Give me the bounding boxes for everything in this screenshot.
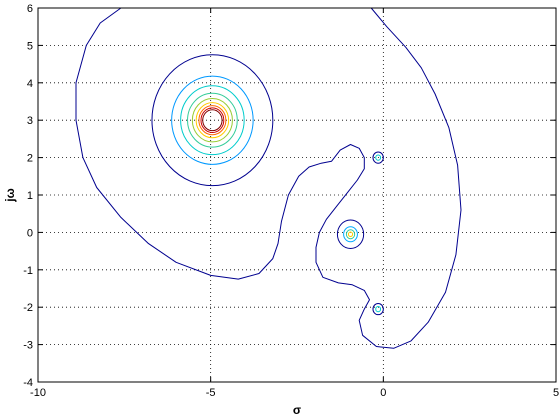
contour-line xyxy=(372,151,384,164)
contour-line xyxy=(187,92,238,148)
contour-line xyxy=(375,154,382,161)
y-tick-label: 3 xyxy=(27,115,33,127)
grid-lines xyxy=(37,7,557,383)
y-tick-label: -3 xyxy=(23,340,33,352)
y-tick-label: -2 xyxy=(23,302,33,314)
y-tick-label: -1 xyxy=(23,265,33,277)
x-tick-label: 5 xyxy=(553,387,559,399)
x-tick-label: -5 xyxy=(206,387,216,399)
contour-line xyxy=(345,229,356,240)
contour-line xyxy=(202,109,223,132)
contour-line xyxy=(372,302,384,316)
contour-line xyxy=(75,7,462,349)
y-axis-label: jω xyxy=(3,188,17,202)
y-tick-label: 4 xyxy=(27,78,33,90)
contour-line xyxy=(195,102,230,139)
contour-line xyxy=(200,107,225,134)
x-tick-label: -10 xyxy=(30,387,46,399)
contour-line xyxy=(191,98,233,143)
plot-area xyxy=(75,7,462,349)
contour-line xyxy=(347,231,354,238)
y-tick-label: 0 xyxy=(27,227,33,239)
y-tick-label: 6 xyxy=(27,3,33,15)
contour-line xyxy=(198,105,227,136)
y-tick-label: -4 xyxy=(23,377,33,389)
y-tick-label: 2 xyxy=(27,153,33,165)
contour-line xyxy=(343,226,358,243)
x-axis-label: σ xyxy=(293,403,301,417)
contour-line xyxy=(151,54,274,187)
contour-line xyxy=(336,219,365,249)
y-tick-label: 1 xyxy=(27,190,33,202)
contour-line xyxy=(375,305,382,313)
x-tick-label: 0 xyxy=(380,387,386,399)
contour-line xyxy=(180,85,245,156)
y-tick-label: 5 xyxy=(27,40,33,52)
contour-line xyxy=(171,75,254,165)
